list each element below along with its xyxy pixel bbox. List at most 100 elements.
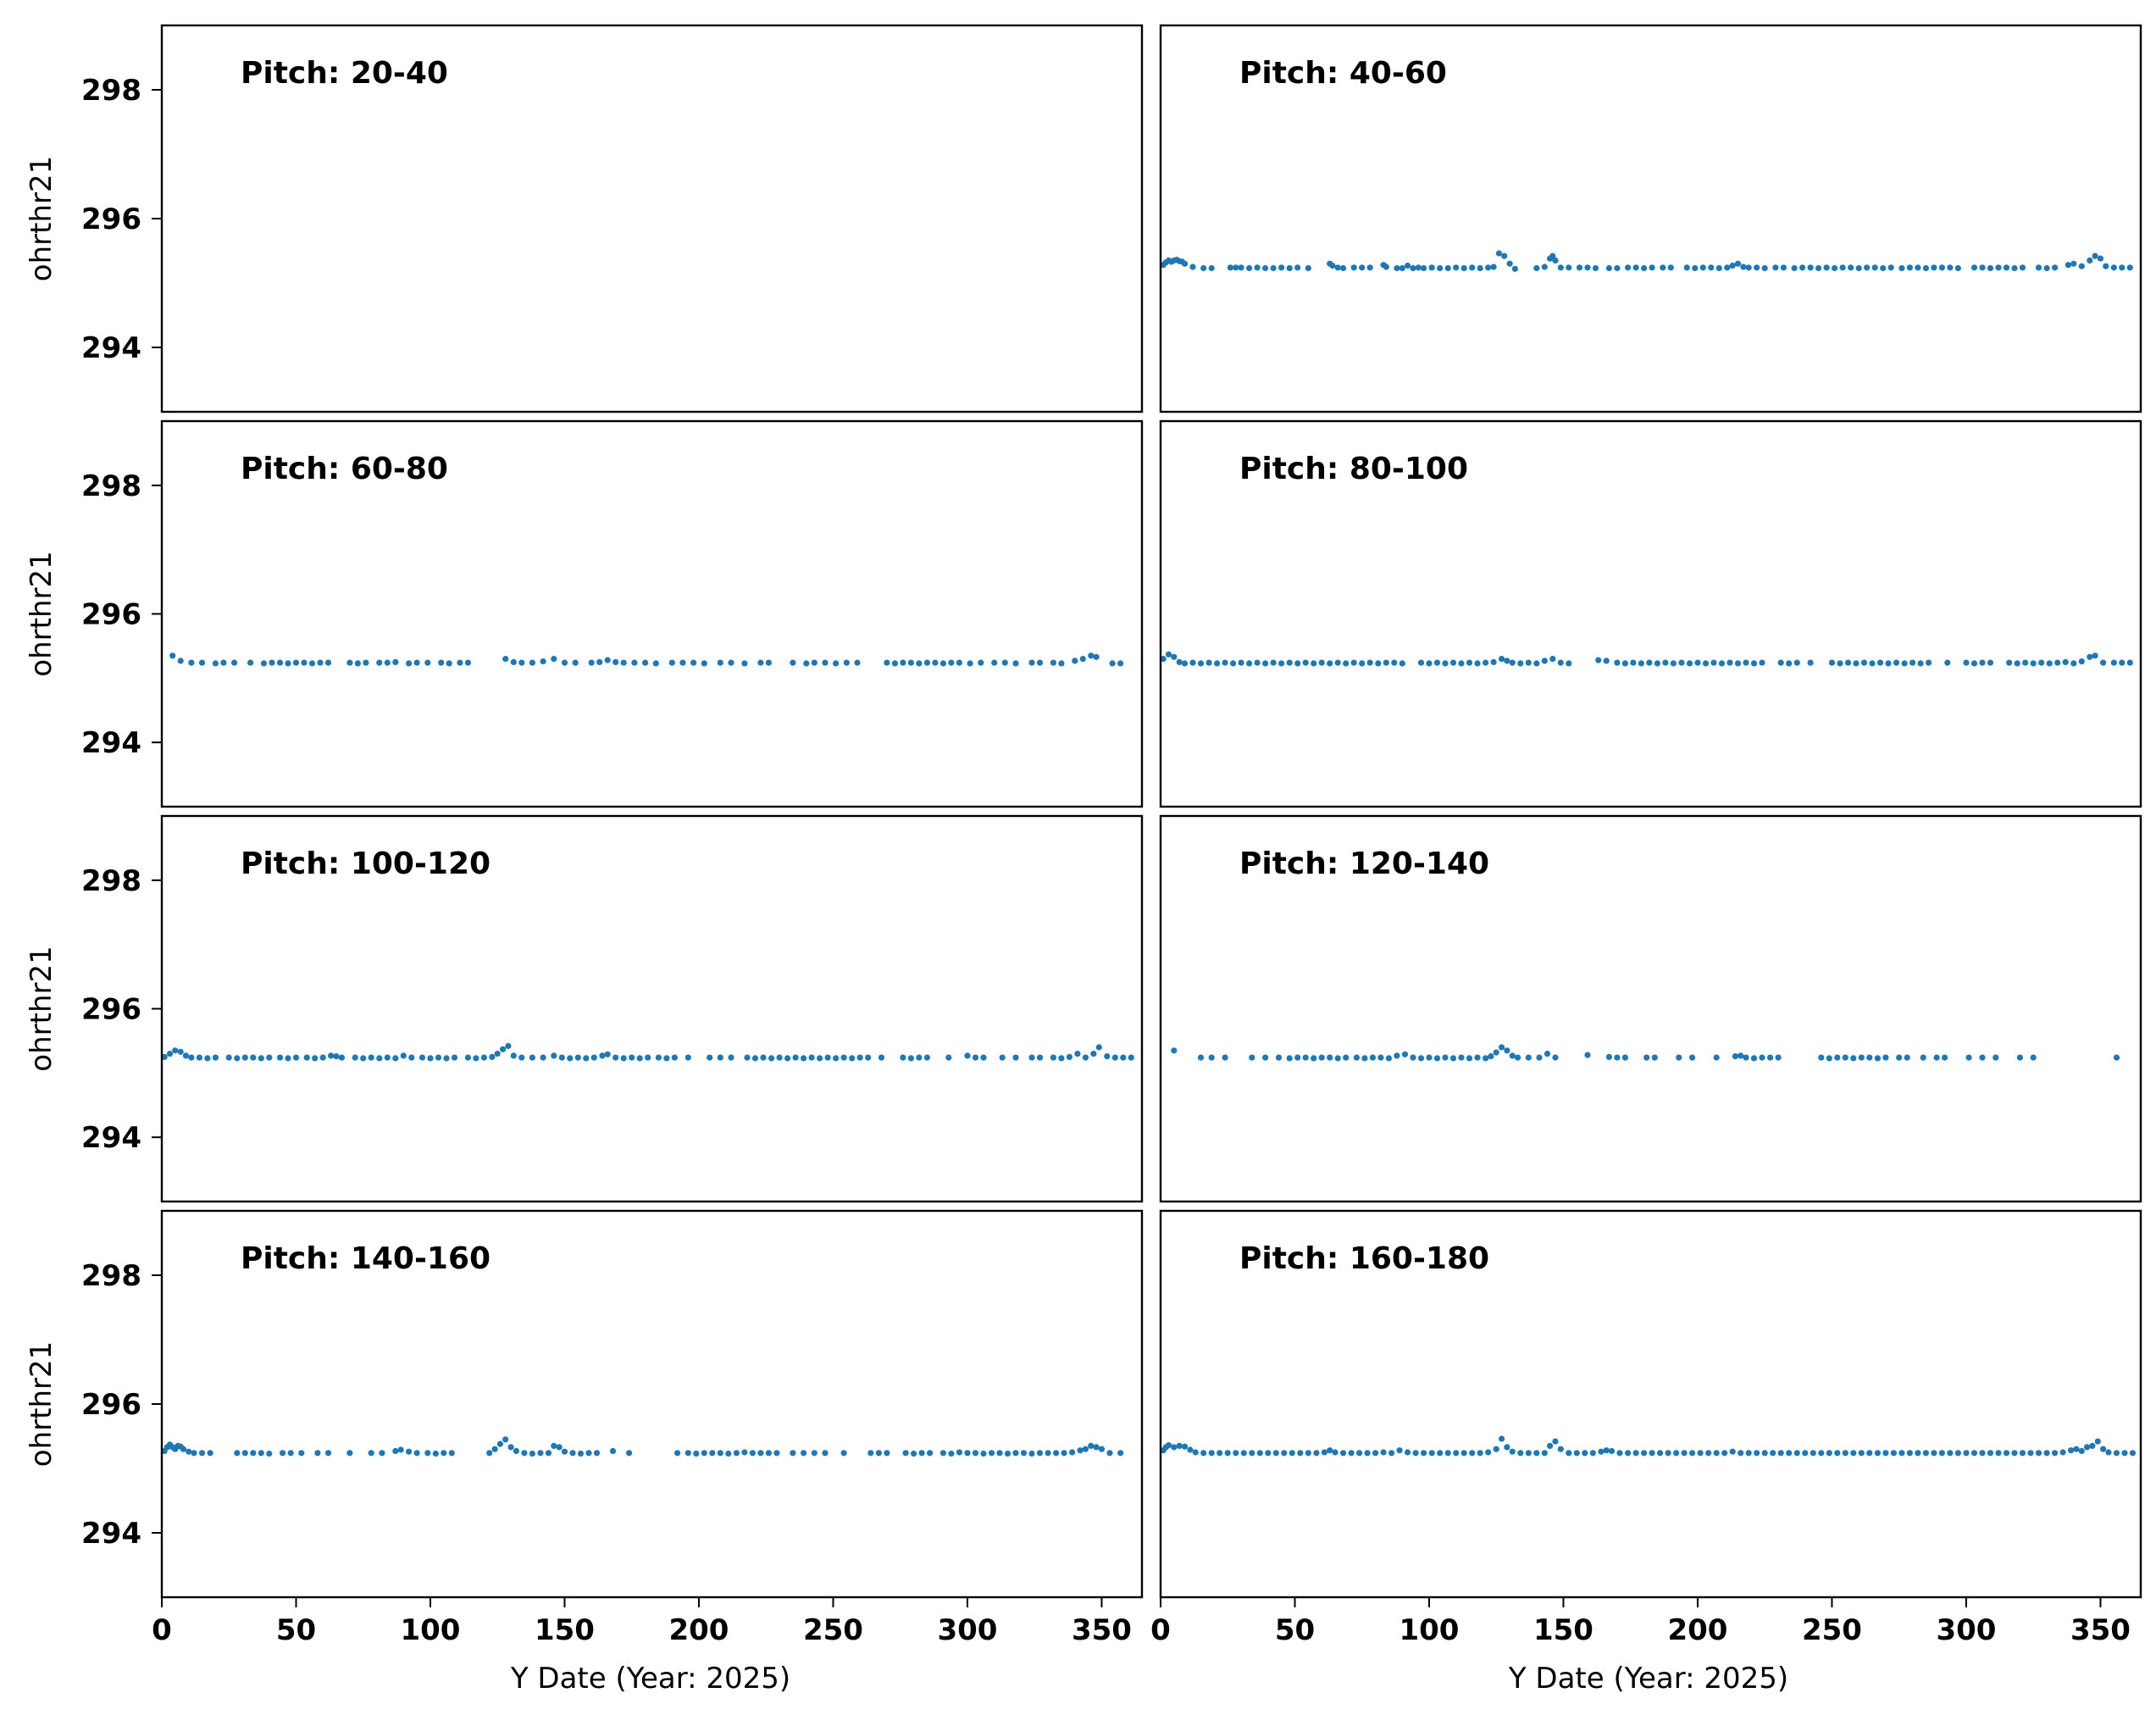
data-point bbox=[1515, 1054, 1521, 1061]
data-point bbox=[1608, 1447, 1616, 1455]
data-point bbox=[596, 658, 603, 666]
data-point bbox=[875, 1450, 882, 1457]
data-point bbox=[1740, 264, 1747, 270]
data-point bbox=[317, 659, 324, 666]
data-point bbox=[1483, 1055, 1489, 1062]
data-point bbox=[1499, 656, 1505, 663]
data-point bbox=[668, 659, 675, 666]
data-point bbox=[231, 659, 238, 666]
data-point bbox=[2019, 1450, 2026, 1457]
data-point bbox=[2084, 1444, 2091, 1451]
data-point bbox=[2094, 1438, 2101, 1445]
data-point bbox=[1506, 260, 1513, 267]
data-point bbox=[1350, 264, 1357, 271]
data-point bbox=[1240, 1450, 1247, 1457]
data-point bbox=[1630, 659, 1637, 666]
data-point bbox=[292, 1054, 300, 1061]
data-point bbox=[1922, 264, 1929, 272]
data-point bbox=[451, 1054, 458, 1061]
data-point bbox=[1517, 660, 1524, 667]
data-point bbox=[328, 1052, 335, 1059]
data-point bbox=[324, 1450, 332, 1457]
data-point bbox=[1683, 264, 1690, 271]
data-point bbox=[948, 659, 955, 666]
data-point bbox=[413, 659, 420, 666]
data-point bbox=[1380, 1449, 1387, 1456]
y-axis-label: ohrthr21 bbox=[25, 946, 58, 1071]
data-point bbox=[551, 1442, 557, 1449]
data-point bbox=[988, 1450, 995, 1457]
data-point bbox=[1605, 264, 1612, 272]
x-axis-label-right: Y Date (Year: 2025) bbox=[1508, 1662, 1788, 1696]
data-point bbox=[907, 1055, 914, 1062]
data-point bbox=[1767, 1054, 1774, 1061]
data-point bbox=[1987, 659, 1994, 666]
data-point bbox=[1012, 660, 1019, 667]
data-point bbox=[1233, 1450, 1239, 1457]
data-point bbox=[1699, 264, 1706, 271]
data-point bbox=[1592, 264, 1599, 272]
data-point bbox=[392, 1055, 399, 1062]
data-point bbox=[1485, 264, 1492, 271]
data-point bbox=[1359, 660, 1366, 667]
data-point bbox=[1270, 264, 1277, 272]
data-point bbox=[1318, 1054, 1325, 1061]
data-point bbox=[1254, 264, 1261, 271]
data-point bbox=[1340, 1450, 1347, 1457]
data-point bbox=[258, 1450, 264, 1457]
data-point bbox=[822, 659, 829, 666]
data-point bbox=[180, 1446, 186, 1452]
data-point bbox=[198, 659, 206, 666]
data-point bbox=[1297, 1450, 1304, 1457]
data-point bbox=[1313, 1450, 1320, 1457]
data-point bbox=[521, 1450, 528, 1457]
data-point bbox=[1417, 659, 1425, 666]
panel-3: Pitch: 60-80 294 296 298 ohrthr21 bbox=[25, 419, 1144, 808]
data-point bbox=[1732, 1053, 1738, 1060]
data-point bbox=[978, 659, 984, 666]
data-point bbox=[757, 659, 764, 666]
data-point bbox=[577, 1450, 585, 1457]
panel-title: Pitch: 40-60 bbox=[1239, 56, 1447, 91]
data-point bbox=[1437, 264, 1444, 272]
data-point bbox=[2105, 1449, 2112, 1456]
data-point bbox=[652, 660, 659, 667]
data-point bbox=[2110, 264, 2117, 271]
data-point bbox=[324, 659, 332, 666]
data-point bbox=[234, 1055, 241, 1062]
data-point bbox=[1864, 264, 1871, 271]
data-point bbox=[1566, 264, 1572, 271]
data-point bbox=[1485, 1449, 1492, 1456]
data-point bbox=[1533, 1450, 1540, 1457]
data-point bbox=[418, 1054, 426, 1061]
data-point bbox=[1181, 260, 1189, 267]
x-tick-label: 100 bbox=[1399, 1613, 1459, 1647]
data-point bbox=[169, 652, 176, 659]
x-tick-label: 350 bbox=[2070, 1613, 2131, 1647]
data-point bbox=[1332, 1449, 1338, 1456]
data-point bbox=[999, 1054, 1006, 1061]
data-point bbox=[1082, 1054, 1089, 1061]
data-point bbox=[1327, 1054, 1333, 1061]
y-axis-label: ohrthr21 bbox=[25, 1341, 58, 1467]
data-point bbox=[803, 660, 810, 667]
data-point bbox=[717, 659, 723, 666]
data-point bbox=[1375, 660, 1382, 667]
x-tick-label: 250 bbox=[1802, 1613, 1862, 1647]
data-point bbox=[2078, 658, 2085, 665]
data-point bbox=[558, 1054, 565, 1061]
data-point bbox=[1286, 659, 1293, 666]
data-point bbox=[424, 1450, 431, 1457]
data-point bbox=[1970, 660, 1978, 667]
data-point bbox=[609, 1447, 617, 1455]
data-point bbox=[1249, 1054, 1255, 1061]
data-point bbox=[1109, 660, 1116, 667]
data-point bbox=[198, 1450, 206, 1457]
data-point bbox=[956, 659, 962, 666]
data-point bbox=[1469, 264, 1476, 271]
x-tick-label: 200 bbox=[668, 1613, 729, 1647]
data-point bbox=[1095, 1044, 1102, 1051]
data-point bbox=[250, 1054, 257, 1061]
data-point bbox=[1289, 1450, 1295, 1457]
data-point bbox=[701, 660, 707, 667]
